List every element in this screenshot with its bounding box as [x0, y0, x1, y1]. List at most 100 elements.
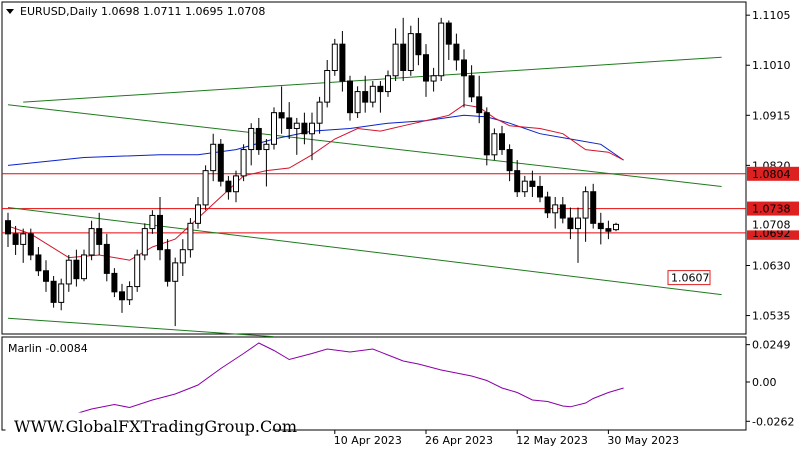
candle-body [605, 228, 612, 232]
candle-body [255, 127, 262, 151]
channel-line-3 [7, 317, 274, 338]
candle-body [491, 133, 498, 156]
candle-body [50, 280, 57, 303]
time-tick-label: 10 Apr 2023 [334, 434, 402, 447]
candle-body [582, 191, 589, 219]
candle-body [248, 127, 255, 151]
channel-line-1 [7, 104, 722, 187]
ma-line-blue [7, 114, 624, 166]
candlesticks [5, 17, 619, 327]
candle-body [514, 170, 521, 193]
candle-body [35, 254, 42, 272]
indicator-line [7, 342, 624, 422]
candle-body [217, 143, 224, 182]
channel-line-2 [7, 207, 722, 296]
candle-body [537, 185, 543, 198]
candle-body [210, 143, 217, 172]
candle-body [544, 196, 551, 214]
candle-body [88, 228, 95, 256]
candle-body [521, 180, 528, 193]
price-axis: 1.11051.10101.09151.08201.06301.05351.08… [667, 9, 799, 323]
candle-body [354, 91, 361, 114]
candle-body [377, 85, 384, 93]
time-tick-label: 30 May 2023 [607, 434, 679, 447]
candle-body [172, 262, 179, 282]
candle-body [362, 91, 369, 103]
candle-body [233, 175, 239, 193]
price-tick-label: 1.0535 [752, 310, 791, 323]
candle-body [96, 228, 103, 245]
horizontal-levels [2, 173, 746, 234]
triangle-down-icon[interactable] [6, 9, 14, 14]
candle-body [324, 70, 331, 103]
candle-body [559, 204, 566, 219]
candle-body [613, 223, 619, 231]
level-label: 1.0738 [752, 203, 791, 216]
candle-body [65, 259, 72, 285]
candle-body [5, 220, 11, 235]
target-label-box [667, 270, 711, 286]
candle-body [149, 214, 156, 230]
candle-body [309, 122, 315, 135]
candle-body [278, 112, 285, 119]
candle-body [134, 254, 141, 288]
current-price-label: 1.0708 [752, 218, 791, 231]
candle-body [423, 54, 429, 82]
indicator-axis: 0.0249 0.00 -0.0262 [746, 339, 794, 428]
candle-body [316, 101, 323, 124]
marlin-line [7, 342, 624, 422]
candle-body [126, 286, 133, 301]
watermark-box [5, 412, 273, 440]
candle-body [119, 291, 125, 301]
level-label: 1.0804 [752, 168, 791, 181]
candle-body [12, 233, 19, 245]
candle-body [347, 80, 353, 114]
candle-body [529, 180, 536, 187]
candle-body [392, 43, 399, 77]
indicator-tick-label: -0.0262 [752, 415, 794, 428]
level-label-box [747, 201, 799, 216]
candle-body [453, 43, 460, 61]
candle-body [103, 243, 110, 274]
candle-body [141, 228, 148, 256]
price-panel[interactable] [1, 1, 747, 335]
moving-averages [7, 104, 624, 261]
candle-body [225, 180, 232, 193]
ma-line-red [7, 104, 624, 261]
candle-body [575, 217, 581, 230]
indicator-tick-label: 0.00 [752, 376, 777, 389]
time-axis: 10 Apr 2023 26 Apr 2023 12 May 2023 30 May … [334, 430, 679, 447]
candle-body [445, 22, 452, 45]
candle-body [187, 222, 194, 251]
candle-body [468, 75, 475, 98]
candle-body [430, 75, 437, 82]
candle-body [438, 22, 445, 77]
candle-body [400, 43, 407, 72]
candle-body [81, 254, 87, 280]
candle-body [476, 96, 483, 114]
price-tick-label: 1.0915 [752, 109, 791, 122]
candle-body [339, 43, 346, 82]
candle-body [369, 85, 376, 103]
current-price-box [747, 217, 799, 231]
time-tick-label: 26 Apr 2023 [425, 434, 493, 447]
candle-body [407, 33, 414, 72]
target-label: 1.0607 [671, 272, 710, 285]
candle-body [293, 122, 300, 129]
price-tick-label: 1.0630 [752, 259, 791, 272]
candle-body [301, 122, 308, 135]
level-label-box [747, 166, 799, 181]
candle-body [506, 149, 513, 172]
candle-body [483, 112, 490, 156]
time-tick-label: 12 May 2023 [516, 434, 588, 447]
channel-line-4 [23, 56, 722, 103]
price-tick-label: 1.1105 [752, 9, 791, 22]
symbol-header: EURUSD,Daily 1.0698 1.0711 1.0695 1.0708 [20, 5, 265, 18]
price-tick-label: 1.1010 [752, 59, 791, 72]
candle-body [20, 233, 27, 245]
candle-body [27, 233, 34, 256]
candle-body [179, 249, 186, 264]
candle-body [263, 143, 270, 151]
candle-body [202, 170, 209, 206]
